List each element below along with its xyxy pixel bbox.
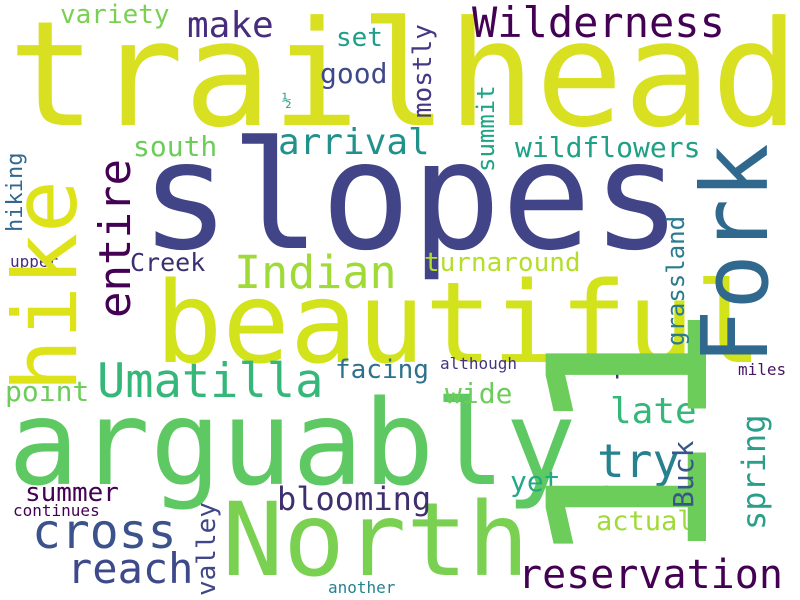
word-cross: cross — [32, 504, 177, 560]
word-good: good — [320, 57, 388, 90]
word-spring: spring — [735, 414, 773, 530]
word-upper: upper — [10, 252, 59, 271]
word-facing: facing — [335, 355, 429, 385]
word-umatilla: Umatilla — [97, 354, 324, 409]
word-valley: valley — [192, 502, 222, 596]
word-point: point — [5, 375, 90, 408]
word-indian: Indian — [234, 246, 397, 299]
word-wide: wide — [445, 377, 513, 410]
word-try: try — [597, 434, 681, 488]
word-actual: actual — [596, 506, 694, 537]
word-buck: Buck — [667, 440, 700, 508]
word-north: North — [222, 481, 530, 600]
word-open: open — [598, 350, 661, 380]
word-trailhead: trailhead — [8, 0, 800, 160]
word-hiking: hiking — [3, 152, 28, 232]
word-arguably: arguably — [8, 374, 577, 512]
word-summit: summit — [472, 85, 500, 172]
word-heat: heat — [603, 482, 661, 510]
word-summer: summer — [25, 478, 119, 508]
word-set: set — [336, 23, 383, 53]
word-reservation: reservation — [518, 552, 783, 598]
word-blooming: blooming — [277, 480, 432, 518]
word-reach: reach — [67, 544, 194, 593]
word-entire: entire — [90, 159, 141, 318]
word-turnaround: turnaround — [424, 248, 581, 278]
word-half: ½ — [282, 91, 292, 110]
word-grassland: grassland — [662, 215, 690, 346]
word-arrival: arrival — [278, 122, 430, 163]
word-another: another — [328, 578, 396, 597]
word-make: make — [187, 5, 274, 46]
word-wildflowers: wildflowers — [515, 131, 701, 164]
word-yet: yet — [510, 465, 561, 498]
word-beautiful: beautiful — [155, 259, 762, 389]
word-wilderness: Wilderness — [472, 0, 725, 47]
word-slopes: slopes — [140, 110, 682, 284]
word-continues: continues — [13, 501, 100, 520]
word-miles: miles — [738, 360, 787, 379]
word-creek: Creek — [130, 248, 206, 277]
word-fork: Fork — [682, 143, 789, 365]
word-variety: variety — [60, 0, 170, 30]
word-mostly: mostly — [408, 24, 438, 118]
word-although: although — [440, 354, 518, 373]
word-south: south — [133, 130, 218, 163]
word-late: late — [610, 391, 697, 432]
